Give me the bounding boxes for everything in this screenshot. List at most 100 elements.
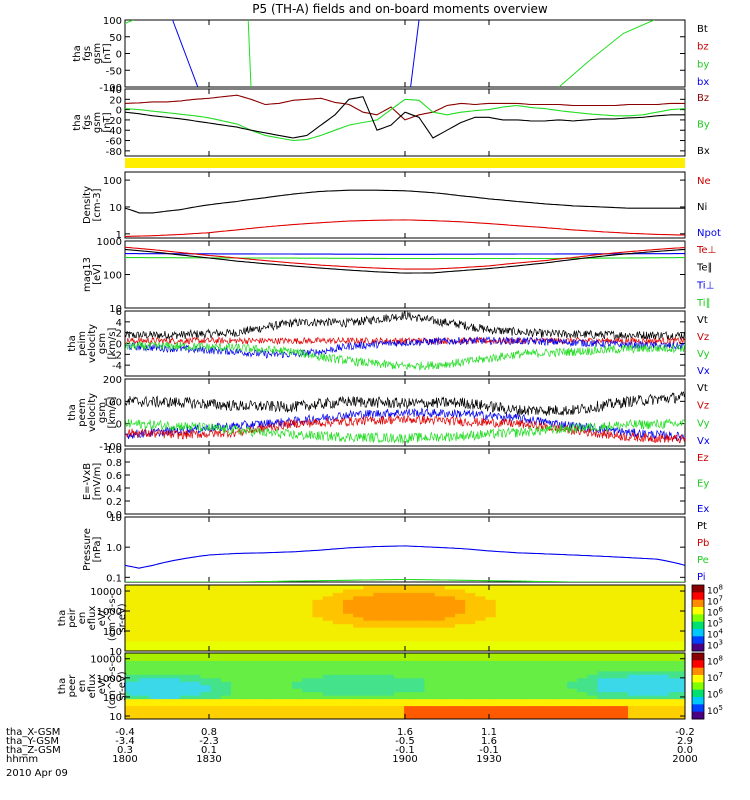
spectrogram-cell [353, 617, 365, 622]
spectrogram-cell [125, 641, 131, 647]
spectrogram-cell [383, 674, 395, 680]
spectrogram-cell [125, 617, 131, 622]
spectrogram-cell [210, 695, 222, 701]
spectrogram-cell [271, 657, 283, 662]
spectrogram-cell [414, 620, 426, 626]
spectrogram-cell [638, 695, 650, 701]
spectrogram-cell [343, 648, 355, 651]
spectrogram-cell [241, 681, 253, 687]
spectrogram-cell [302, 627, 314, 633]
spectrogram-cell [658, 617, 670, 622]
spectrogram-cell [373, 695, 385, 701]
spectrogram-cell [383, 631, 395, 636]
spectrogram-cell [556, 685, 568, 690]
spectrogram-cell [251, 688, 263, 694]
spectrogram-cell [322, 664, 334, 669]
spectrogram-cell [373, 599, 385, 605]
spectrogram-cell [129, 695, 141, 701]
spectrogram-cell [261, 634, 273, 640]
spectrogram-cell [475, 674, 487, 680]
spectrogram-cell [343, 699, 355, 704]
spectrogram-cell [353, 613, 365, 619]
spectrogram-cell [383, 713, 395, 718]
spectrogram-cell [169, 624, 182, 629]
spectrogram-cell [343, 713, 355, 718]
spectrogram-cell [668, 606, 680, 612]
spectrogram-cell [261, 657, 273, 662]
spectrogram-cell [373, 699, 385, 704]
spectrogram-cell [546, 610, 558, 615]
y-axis-label: eV/ [97, 609, 108, 626]
spectrogram-cell [393, 678, 406, 683]
spectrogram-cell [638, 631, 650, 636]
y-axis-label: gsm [92, 43, 103, 64]
spectrogram-cell [125, 706, 131, 711]
spectrogram-cell [271, 674, 283, 680]
spectrogram-cell [281, 709, 294, 715]
spectrogram-cell [220, 692, 232, 697]
spectrogram-cell [251, 702, 263, 708]
spectrogram-cell [343, 624, 355, 629]
spectrogram-cell [607, 688, 619, 694]
spectrogram-cell [628, 617, 640, 622]
spectrogram-cell [424, 631, 436, 636]
spectrogram-cell [125, 699, 131, 704]
spectrogram-cell [628, 610, 640, 615]
spectrogram-cell [465, 664, 477, 669]
spectrogram-cell [475, 610, 487, 615]
spectrogram-cell [597, 620, 609, 626]
spectrogram-cell [577, 606, 589, 612]
spectrogram-cell [241, 685, 253, 690]
spectrogram-cell [281, 596, 294, 601]
spectrogram-cell [169, 685, 182, 690]
spectrogram-cell [516, 681, 528, 687]
spectrogram-cell [139, 631, 151, 636]
spectrogram-cell [251, 638, 263, 643]
spectrogram-spec_ion [125, 585, 685, 651]
spectrogram-cell [404, 681, 416, 687]
spectrogram-cell [190, 596, 202, 601]
y-tick-label: -2 [112, 350, 122, 361]
spectrogram-cell [638, 709, 650, 715]
spectrogram-cell [302, 692, 314, 697]
spectrogram-cell [353, 627, 365, 633]
spectrogram-cell [129, 606, 141, 612]
spectrogram-cell [393, 599, 406, 605]
spectrogram-cell [587, 613, 599, 619]
spectrogram-cell [251, 695, 263, 701]
spectrogram-cell [668, 671, 680, 676]
spectrogram-cell [271, 631, 283, 636]
spectrogram-cell [393, 660, 406, 666]
spectrogram-cell [536, 627, 548, 633]
spectrogram-cell [139, 713, 151, 718]
spectrogram-cell [577, 671, 589, 676]
spectrogram-cell [617, 620, 630, 626]
spectrogram-cell [139, 692, 151, 697]
spectrogram-cell [505, 638, 518, 643]
spectrogram-cell [210, 702, 222, 708]
spectrogram-cell [322, 638, 334, 643]
spectrogram-cell [577, 610, 589, 615]
spectrogram-cell [485, 692, 497, 697]
y-tick-label: 6 [116, 307, 122, 318]
spectrogram-cell [465, 713, 477, 718]
legend-label: Pb [697, 538, 709, 549]
spectrogram-cell [149, 627, 161, 633]
spectrogram-cell [312, 706, 324, 711]
series-By [125, 98, 685, 142]
spectrogram-cell [577, 657, 589, 662]
xaxis-row-label: tha_Y-GSM [6, 736, 59, 747]
spectrogram-cell [292, 599, 304, 605]
spectrogram-cell [125, 685, 131, 690]
spectrogram-cell [628, 631, 640, 636]
spectrogram-cell [638, 671, 650, 676]
spectrogram-cell [393, 641, 406, 647]
spectrogram-cell [526, 627, 538, 633]
spectrogram-cell [149, 702, 161, 708]
spectrogram-cell [210, 631, 222, 636]
spectrogram-cell [495, 660, 507, 666]
spectrogram-cell [526, 585, 538, 591]
spectrogram-cell [455, 613, 467, 619]
series-Vx [125, 407, 685, 442]
